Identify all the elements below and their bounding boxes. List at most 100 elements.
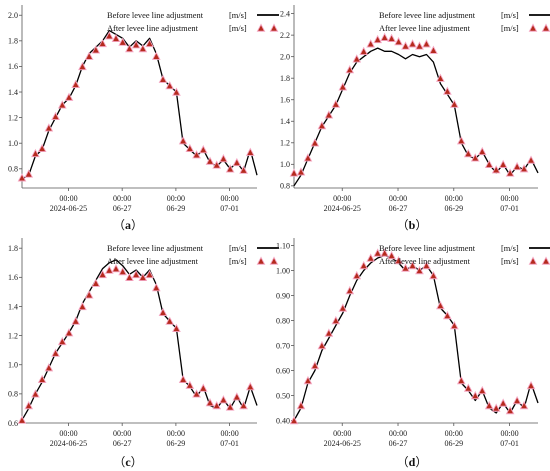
series-after-point xyxy=(172,323,181,333)
series-after-point xyxy=(352,270,362,280)
series-after-point xyxy=(57,100,67,109)
legend-after-swatch xyxy=(528,256,538,265)
series-after-point xyxy=(165,81,175,90)
y-tick-label: 1.6 xyxy=(8,62,18,71)
series-after-point xyxy=(470,390,480,400)
series-after-point xyxy=(31,148,40,158)
series-after-point xyxy=(225,402,235,411)
panel-label: （b） xyxy=(397,218,428,232)
series-after-point xyxy=(24,169,34,178)
x-tick-label-date: 06-29 xyxy=(167,439,186,448)
series-after-point xyxy=(118,266,128,276)
series-after-point xyxy=(449,99,459,108)
legend-after-swatch xyxy=(528,23,538,32)
series-after-point xyxy=(373,34,383,44)
series-after-point xyxy=(394,255,403,265)
series-after-point xyxy=(443,310,452,320)
y-tick-label: 1.2 xyxy=(8,331,18,340)
series-after-point xyxy=(463,383,473,392)
y-tick-label: 2.0 xyxy=(280,52,290,61)
legend-before-label: Before levee line adjustment xyxy=(379,244,476,253)
series-after-point xyxy=(192,150,201,159)
series-after-point xyxy=(57,336,67,346)
series-after-point xyxy=(429,270,438,280)
legend-before-label: Before levee line adjustment xyxy=(107,244,204,253)
series-after-point xyxy=(331,315,341,325)
series-after-point xyxy=(212,160,222,169)
y-tick-label: 1.8 xyxy=(280,74,290,83)
x-tick-label-time: 00:00 xyxy=(59,194,77,203)
panel-label: （c） xyxy=(113,455,142,469)
legend-after-label: After levee line adjustment xyxy=(107,24,199,33)
series-after-point xyxy=(484,400,494,410)
y-tick-label: 1.4 xyxy=(8,88,18,97)
series-after-point xyxy=(498,398,508,407)
x-tick-label-date: 2024-06-25 xyxy=(324,204,361,213)
series-after-point xyxy=(84,51,94,60)
series-after-point xyxy=(408,39,417,48)
y-tick-label: 1.8 xyxy=(8,244,18,253)
series-after-point xyxy=(296,167,306,176)
series-after-point xyxy=(165,316,175,325)
series-after-point xyxy=(352,54,362,63)
series-after-point xyxy=(303,375,313,385)
series-after-point xyxy=(436,73,445,82)
series-after-point xyxy=(111,33,121,42)
series-after-point xyxy=(84,290,94,299)
series-after-point xyxy=(512,395,522,405)
x-tick-label-date: 06-29 xyxy=(167,204,186,213)
y-tick-label: 1.0 xyxy=(8,139,18,148)
legend-before-unit: [m/s] xyxy=(501,11,519,20)
series-after-point xyxy=(380,248,389,257)
series-after-point xyxy=(131,269,141,279)
series-after-point xyxy=(484,159,494,169)
series-after-point xyxy=(125,43,134,53)
series-after-point xyxy=(415,41,424,50)
series-after-point xyxy=(125,272,134,282)
series-after-point xyxy=(51,111,60,121)
series-after-point xyxy=(373,248,383,257)
y-tick-label: 1.4 xyxy=(8,302,18,311)
series-after-point xyxy=(359,46,369,55)
x-tick-label-time: 00:00 xyxy=(167,194,185,203)
series-after-point xyxy=(64,328,74,337)
series-after-point xyxy=(456,375,466,385)
legend-before-unit: [m/s] xyxy=(229,11,247,20)
series-after-point xyxy=(289,415,299,425)
series-after-point xyxy=(37,374,47,383)
legend-after-unit: [m/s] xyxy=(501,24,519,33)
series-after-point xyxy=(463,148,473,158)
y-tick-label: 0.8 xyxy=(8,390,18,399)
series-after-point xyxy=(422,39,431,48)
series-after-point xyxy=(98,38,107,48)
x-tick-label-time: 00:00 xyxy=(333,429,351,438)
x-tick-label-time: 00:00 xyxy=(389,429,407,438)
series-after-point xyxy=(138,272,148,282)
series-after-point xyxy=(526,380,536,390)
series-after-point xyxy=(366,253,376,262)
series-after-point xyxy=(422,260,431,270)
x-tick-label-date: 06-27 xyxy=(113,204,132,213)
series-after-point xyxy=(205,156,215,165)
series-after-point xyxy=(232,392,242,401)
series-after-point xyxy=(317,340,327,350)
x-tick-label-time: 00:00 xyxy=(389,194,407,203)
series-after-point xyxy=(429,45,438,54)
y-tick-label: 1.0 xyxy=(280,160,290,169)
series-after-point xyxy=(512,161,522,171)
series-after-point xyxy=(331,99,341,108)
series-after-point xyxy=(219,154,228,163)
series-after-point xyxy=(245,147,255,156)
series-after-point xyxy=(78,301,87,311)
series-after-point xyxy=(118,37,128,46)
y-tick-label: 1.10 xyxy=(276,241,290,250)
y-tick-label: 0.70 xyxy=(276,341,290,350)
legend-before-unit: [m/s] xyxy=(229,244,247,253)
x-tick-label-time: 00:00 xyxy=(445,429,463,438)
legend-after-label: After levee line adjustment xyxy=(107,257,199,266)
series-after-point xyxy=(239,400,248,410)
series-after-point xyxy=(456,136,466,145)
series-after-point xyxy=(415,265,424,275)
series-after-point xyxy=(71,316,81,325)
